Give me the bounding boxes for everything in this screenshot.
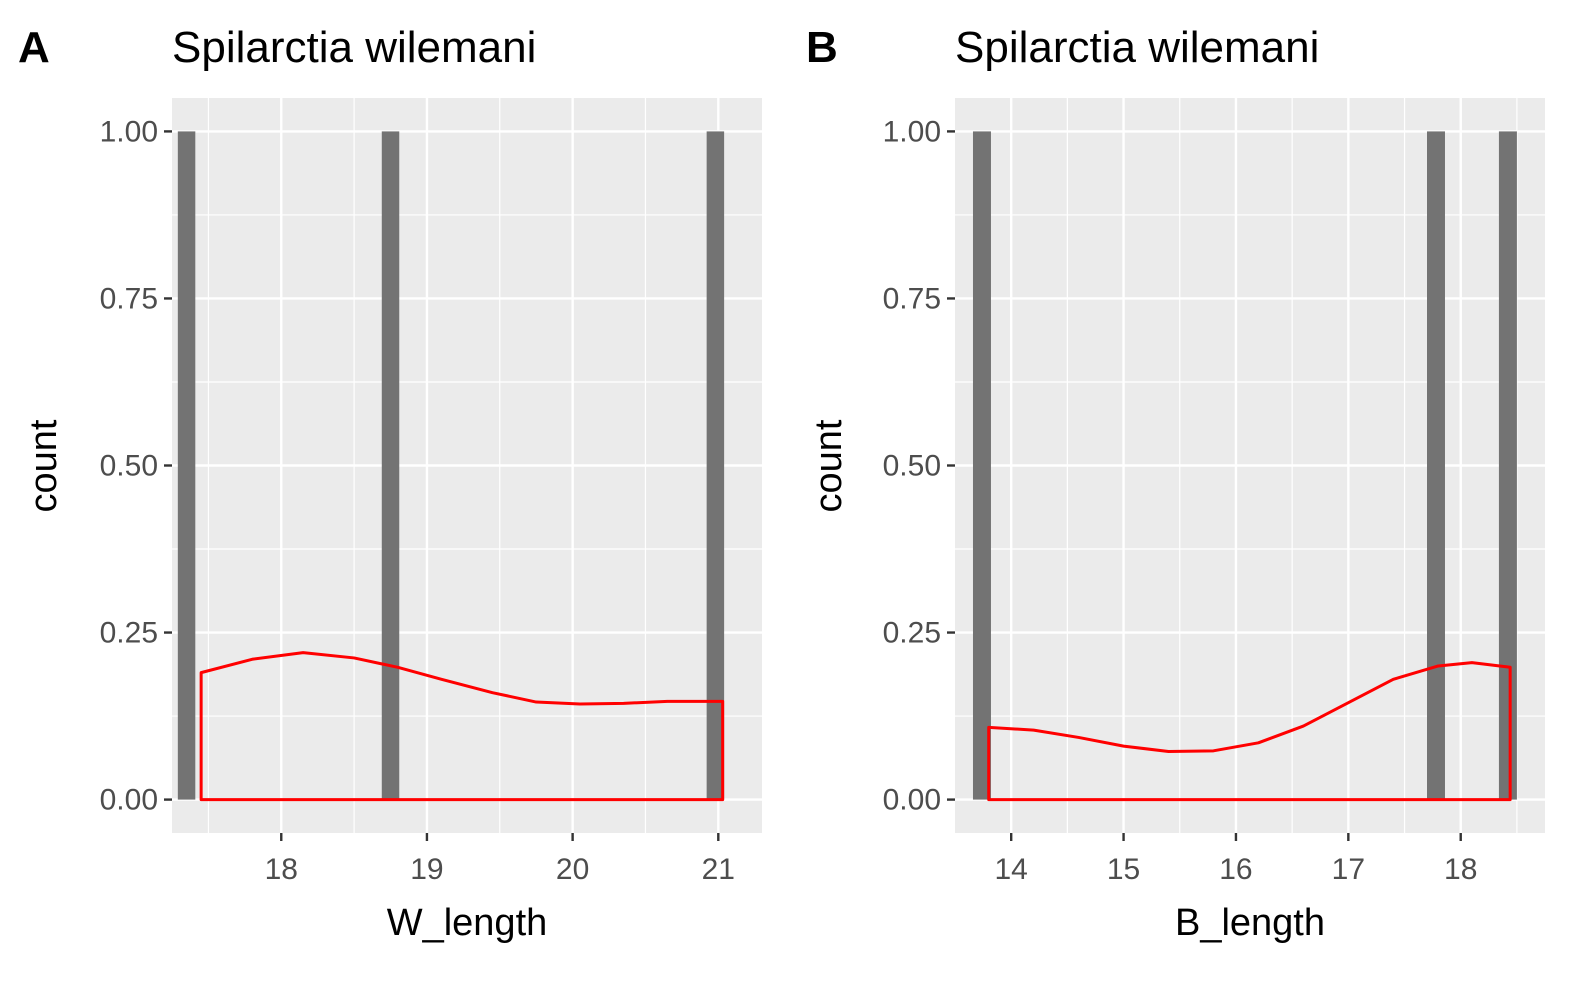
density-layer	[199, 651, 725, 802]
y-axis-title: count	[23, 419, 65, 512]
histogram-bars	[177, 131, 725, 800]
chart-title: Spilarctia wilemani	[172, 23, 536, 72]
y-tick-label: 0.00	[100, 784, 158, 817]
y-tick-label: 0.75	[100, 282, 158, 315]
x-tick-label: 16	[1219, 853, 1252, 886]
y-tick-label: 1.00	[100, 115, 158, 148]
density-curve	[199, 651, 725, 802]
histogram-bar	[706, 131, 725, 800]
panel-letter: A	[18, 23, 50, 72]
density-layer	[987, 661, 1512, 802]
x-tick-label: 20	[556, 853, 589, 886]
y-tick-label: 0.50	[883, 450, 941, 483]
x-tick-label: 21	[702, 853, 735, 886]
panel-b: B Spilarctia wilemani 0.00 0.25 0.50 0.75 1.…	[806, 23, 1545, 944]
y-axis-title: count	[808, 419, 850, 512]
histogram-bar	[1427, 131, 1445, 800]
x-tick-label: 17	[1332, 853, 1365, 886]
chart-title: Spilarctia wilemani	[955, 23, 1319, 72]
x-axis-ticks: 14 15 16 17 18	[995, 833, 1477, 886]
y-tick-label: 0.25	[100, 617, 158, 650]
histogram-bar	[381, 131, 400, 800]
x-tick-label: 14	[995, 853, 1028, 886]
x-axis-title: W_length	[387, 902, 548, 944]
panel-letter: B	[806, 23, 838, 72]
x-axis-ticks: 18 19 20 21	[265, 833, 735, 886]
histogram-bars	[972, 131, 1517, 800]
x-tick-label: 15	[1107, 853, 1140, 886]
histogram-bar	[177, 131, 196, 800]
histogram-bar	[1498, 131, 1517, 800]
y-tick-label: 0.25	[883, 617, 941, 650]
histogram-bar	[972, 131, 991, 800]
major-gridlines	[172, 98, 762, 833]
density-curve	[987, 661, 1512, 802]
panel-a: A Spilarctia wilemani 0.00 0.25 0.50 0.75 1.…	[18, 23, 762, 944]
x-tick-label: 18	[265, 853, 298, 886]
y-axis-ticks: 0.00 0.25 0.50 0.75 1.00	[883, 115, 955, 817]
y-tick-label: 1.00	[883, 115, 941, 148]
y-tick-label: 0.00	[883, 784, 941, 817]
x-axis-title: B_length	[1175, 902, 1325, 944]
x-tick-label: 18	[1444, 853, 1477, 886]
y-axis-ticks: 0.00 0.25 0.50 0.75 1.00	[100, 115, 172, 817]
y-tick-label: 0.75	[883, 282, 941, 315]
y-tick-label: 0.50	[100, 450, 158, 483]
x-tick-label: 19	[410, 853, 443, 886]
